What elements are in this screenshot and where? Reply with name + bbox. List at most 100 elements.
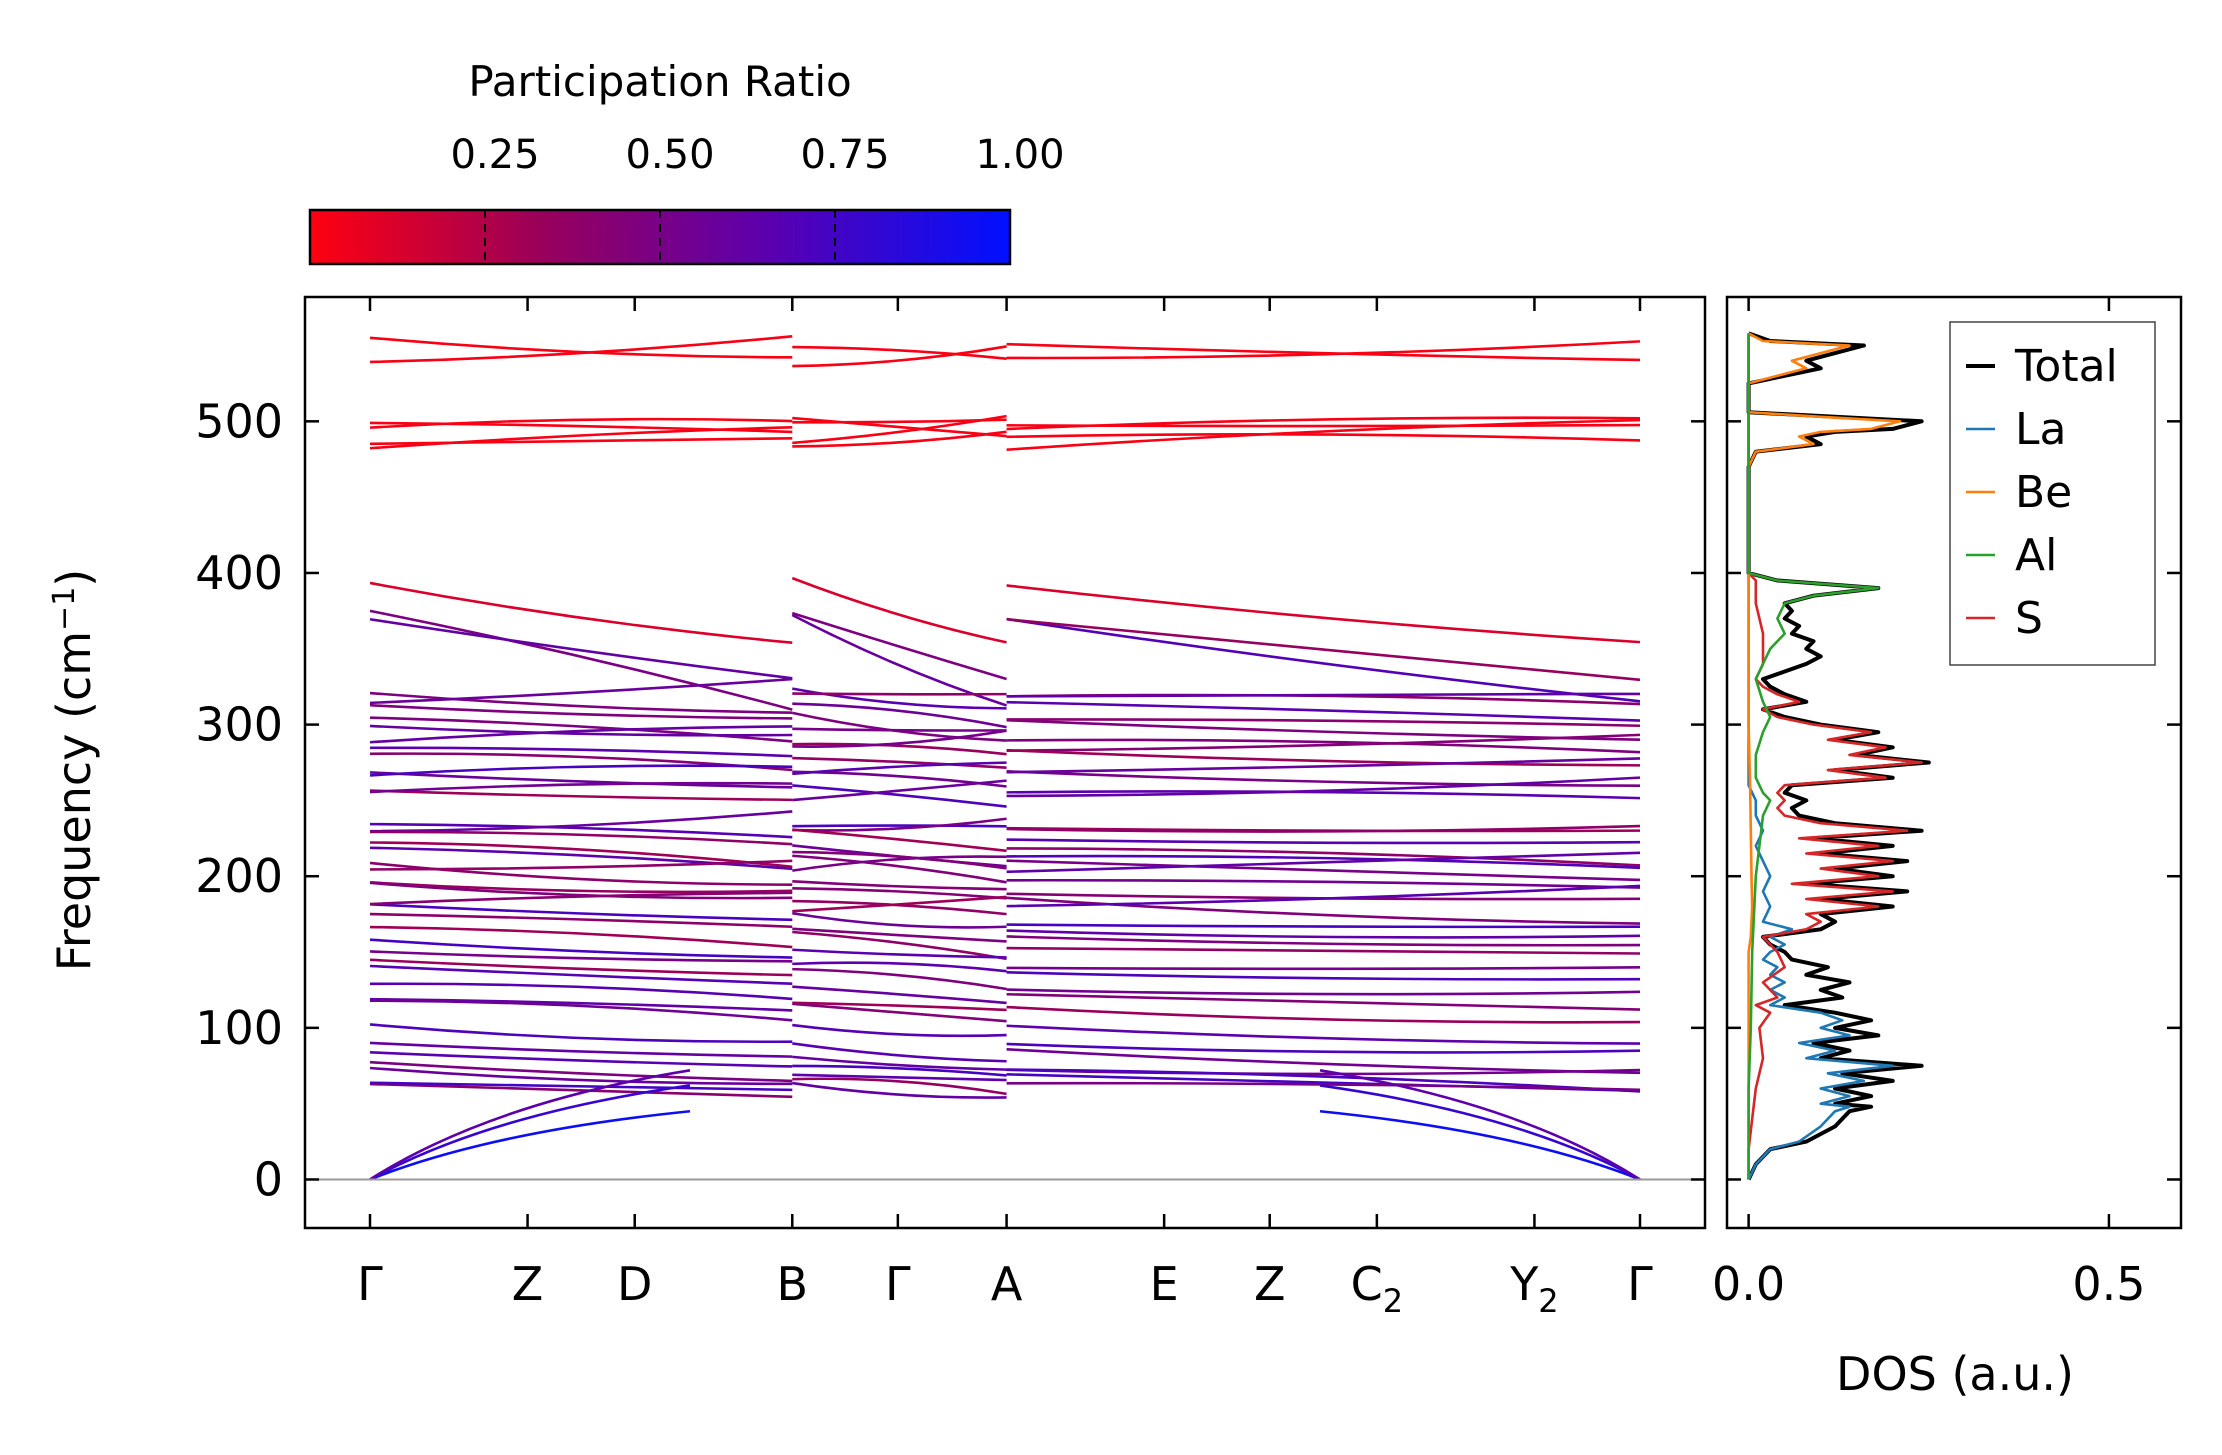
band-line bbox=[792, 961, 1007, 973]
band-line bbox=[792, 899, 1007, 916]
acoustic-band-line bbox=[1319, 1069, 1641, 1181]
band-y-tick-label: 500 bbox=[195, 394, 283, 448]
band-line bbox=[369, 746, 793, 758]
band-line bbox=[369, 336, 793, 359]
band-line bbox=[1006, 770, 1641, 787]
band-line bbox=[1006, 854, 1641, 870]
band-y-tick-label: 400 bbox=[195, 546, 283, 600]
band-line bbox=[792, 756, 1007, 769]
band-line bbox=[1006, 1081, 1641, 1092]
high-symmetry-label-main: A bbox=[991, 1257, 1023, 1311]
band-line bbox=[792, 414, 1007, 445]
high-symmetry-label: D bbox=[617, 1257, 652, 1311]
band-line bbox=[792, 1001, 1007, 1012]
band-line bbox=[369, 846, 793, 871]
acoustic-band-line bbox=[369, 1069, 691, 1181]
dos-curve-al bbox=[1747, 333, 1880, 1180]
dos-x-tick-label: 0.5 bbox=[2072, 1257, 2145, 1311]
band-line bbox=[792, 824, 1007, 828]
high-symmetry-label-main: Z bbox=[512, 1257, 544, 1311]
high-symmetry-label-main: B bbox=[777, 1257, 809, 1311]
dos-curve-total bbox=[1746, 331, 1931, 1181]
band-line bbox=[369, 789, 793, 802]
band-line bbox=[369, 609, 793, 711]
high-symmetry-label: Z bbox=[512, 1257, 544, 1311]
band-line bbox=[369, 859, 793, 871]
high-symmetry-label: Z bbox=[1254, 1257, 1286, 1311]
band-line bbox=[1006, 992, 1641, 1011]
dos-frame bbox=[1725, 295, 2183, 1230]
band-line bbox=[369, 581, 793, 645]
band-line bbox=[369, 1081, 793, 1092]
band-line bbox=[369, 1082, 793, 1099]
band-line bbox=[369, 938, 793, 959]
band-line bbox=[792, 430, 1007, 448]
high-symmetry-label: Γ bbox=[885, 1257, 911, 1311]
band-line bbox=[369, 417, 793, 429]
band-line bbox=[792, 784, 1007, 808]
dos-panel: 0.0 0.5 DOS (a.u.) Total La Be Al S bbox=[1712, 295, 2183, 1401]
band-line bbox=[792, 930, 1007, 961]
band-line bbox=[369, 335, 793, 364]
colorbar-tick-label: 0.25 bbox=[450, 132, 539, 178]
colorbar-tick-label: 0.75 bbox=[800, 132, 889, 178]
band-line bbox=[1006, 757, 1641, 774]
band-line bbox=[792, 967, 1007, 991]
band-line bbox=[1006, 935, 1641, 947]
high-symmetry-label-sub: 2 bbox=[1383, 1282, 1403, 1320]
band-line bbox=[1006, 884, 1641, 908]
legend-label-la: La bbox=[2015, 404, 2066, 455]
band-line bbox=[1006, 859, 1641, 882]
band-line bbox=[792, 702, 1007, 729]
band-line bbox=[369, 925, 793, 949]
band-line bbox=[791, 611, 1007, 681]
y-axis-title-main: Frequency (cm bbox=[47, 631, 101, 971]
band-line bbox=[792, 1042, 1007, 1063]
band-line bbox=[792, 742, 1007, 756]
band-line bbox=[369, 830, 793, 846]
band-line bbox=[1006, 1068, 1641, 1093]
band-line bbox=[369, 703, 793, 720]
band-line bbox=[792, 828, 1007, 853]
band-line bbox=[1006, 838, 1641, 845]
band-line bbox=[369, 764, 793, 777]
y-axis-title: Frequency (cm−1) bbox=[47, 569, 101, 972]
band-line bbox=[1006, 1005, 1641, 1024]
band-line bbox=[1006, 433, 1641, 442]
colorbar-tick-label: 0.50 bbox=[625, 132, 714, 178]
colorbar: Participation Ratio 0.25 0.50 0.75 1.00 bbox=[308, 57, 1065, 266]
band-line bbox=[369, 426, 793, 450]
band-line bbox=[1006, 340, 1641, 360]
band-line bbox=[1006, 847, 1641, 867]
high-symmetry-label: Y2 bbox=[1509, 1257, 1558, 1320]
band-line bbox=[369, 841, 793, 869]
band-line bbox=[369, 903, 793, 922]
legend-label-al: Al bbox=[2015, 530, 2057, 581]
band-line bbox=[792, 1064, 1007, 1077]
band-line bbox=[1006, 617, 1641, 703]
band-line bbox=[792, 948, 1007, 959]
band-line bbox=[1006, 700, 1641, 722]
high-symmetry-label: Γ bbox=[1627, 1257, 1653, 1311]
band-line bbox=[369, 1041, 793, 1058]
band-line bbox=[369, 1066, 793, 1086]
band-line bbox=[369, 677, 793, 705]
band-line bbox=[1006, 988, 1641, 996]
band-line bbox=[369, 982, 793, 1001]
band-line bbox=[1006, 824, 1641, 833]
high-symmetry-label-sub: 2 bbox=[1538, 1282, 1558, 1320]
band-line bbox=[791, 613, 1007, 707]
band-line bbox=[369, 999, 793, 1022]
band-line bbox=[792, 854, 1007, 884]
band-line bbox=[369, 958, 793, 977]
band-line bbox=[792, 1055, 1007, 1071]
band-line bbox=[1006, 418, 1641, 452]
high-symmetry-label-main: C bbox=[1351, 1257, 1383, 1311]
band-line bbox=[369, 912, 793, 929]
dos-curve-be bbox=[1747, 332, 1902, 1180]
band-line bbox=[369, 891, 793, 906]
dos-legend: Total La Be Al S bbox=[1949, 321, 2156, 666]
legend-label-s: S bbox=[2015, 593, 2043, 644]
high-symmetry-label-main: E bbox=[1150, 1257, 1179, 1311]
band-line bbox=[369, 950, 793, 963]
